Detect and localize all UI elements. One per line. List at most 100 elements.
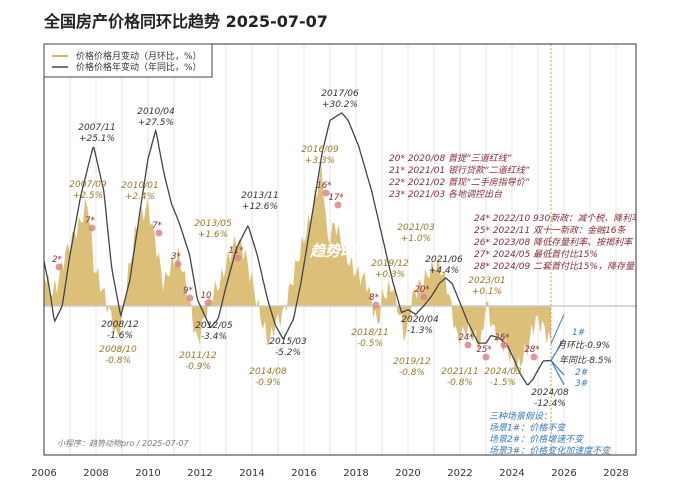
annotation: 2020/04-1.3% [401,315,439,336]
scenario-line-1 [550,338,565,361]
annotation: 2016/09+3.3% [301,145,339,166]
annotation-value: +2.4% [125,192,155,202]
annotation-value: -5.2% [275,348,301,358]
policy-notes: 20* 2020/08 首提“三道红线”21* 2021/01 银行贷款“二道红… [389,153,642,272]
x-tick-label: 2012 [187,468,212,479]
annotation-date: 2021/03 [397,223,435,233]
policy-marker-dot [204,299,212,307]
x-axis-ticks: 2006 2008 2010 2012 2014 2016 2018 2020 2022 2024… [31,468,628,479]
annotation-value: +27.5% [138,118,174,128]
annotation-value: -0.8% [399,368,425,378]
policy-marker-dot [482,353,490,361]
annotation: 2024/08-12.4% [531,388,569,409]
annotation: 2021/06+4.4% [425,255,463,276]
policy-marker-label: 7* [152,221,162,231]
policy-note: 24* 2022/10 930新政：减个税、降利率 [474,213,642,224]
policy-marker-label: 9* [183,286,193,296]
annotation-value: -0.8% [447,378,473,388]
annotation: 2015/03-5.2% [269,337,307,358]
annotation-date: 2007/09 [69,180,107,190]
annotation: 2011/12-0.9% [179,351,217,372]
x-tick-label: 2008 [83,468,108,479]
policy-marker-label: 17* [328,193,343,203]
annotation: 2023/01+0.1% [468,276,505,297]
policy-marker-dot [186,294,194,302]
annotation-date: 2012/05 [195,321,233,331]
annotation-date: 2010/01 [121,181,158,191]
annotation: 2019/12-0.8% [393,357,431,378]
annotation: 2010/01+2.4% [121,181,158,202]
annotation-date: 2020/04 [401,315,439,325]
policy-marker-label: 3* [171,252,181,262]
annotation-date: 2008/12 [101,320,139,330]
annotations: 2* 3* 7* 7* 9* 10 11* 16* 17* 8* 20* 24*25*26* 28* 20… [52,89,642,457]
annotation: 2019/12+0.3% [371,259,409,280]
policy-note: 21* 2021/01 银行贷款“二道红线” [389,165,530,176]
annotation-date: 2021/06 [425,255,463,265]
annotation-date: 2013/11 [241,191,278,201]
legend-label-yoy: 价格价格年变动（年同比，%） [76,61,202,73]
scenario-note: 场景2#：价格增速不变 [489,434,585,445]
annotation-date: 2019/12 [371,259,409,269]
policy-marker-label: 26* [494,333,509,343]
policy-marker-dot [322,189,330,197]
scenario-mom-line [550,314,565,345]
policy-marker-dot [234,254,242,262]
annotation-value: -0.9% [185,362,211,372]
policy-marker-label: 28* [524,345,539,355]
policy-marker-dot [155,229,163,237]
annotation-value: -1.5% [490,378,516,388]
annotation-value: +4.4% [429,266,459,276]
annotation-date: 2021/11 [441,367,478,377]
policy-marker-dot [174,260,182,268]
latest-mom-label: 月环比-0.9% [557,340,610,351]
annotation: 2008/12-1.6% [101,320,139,341]
annotation-date: 2018/11 [351,328,388,338]
policy-marker-label: 25* [476,345,491,355]
annotation: 2024/03-1.5% [484,367,522,388]
annotation-value: -0.9% [255,378,281,388]
policy-note: 22* 2021/02 首现“二手房指导价” [389,177,530,188]
annotation-date: 2024/03 [484,367,522,377]
annotation-date: 2010/04 [137,107,175,117]
policy-marker-label: 7* [85,216,95,226]
policy-marker-dot [420,293,428,301]
mom-area [44,163,551,374]
annotation-date: 2017/06 [321,89,359,99]
policy-marker-label: 24* [458,333,473,343]
footer-source: 小程序：趋势动物pro / 2025-07-07 [57,439,189,448]
policy-marker-dot [464,341,472,349]
annotation-date: 2024/08 [531,388,569,398]
watermark: 趋势动物 [309,242,373,260]
policy-marker-dot [530,353,538,361]
x-tick-label: 2026 [551,468,576,479]
annotation: 2010/04+27.5% [137,107,175,128]
annotation-value: +12.6% [242,202,278,212]
policy-marker-label: 8* [369,293,379,303]
annotation-date: 2019/12 [393,357,431,367]
annotation: 2014/08-0.9% [249,367,287,388]
scenario-label: 3# [575,379,588,389]
policy-marker-dot [372,301,380,309]
policy-note: 28* 2024/09 二套首付比15%，降存量 [474,261,635,272]
annotation-value: -12.4% [534,399,566,409]
policy-note: 20* 2020/08 首提“三道红线” [389,153,512,164]
x-tick-label: 2018 [343,468,368,479]
plot-frame [43,43,637,456]
policy-marker-label: 10 [201,291,212,301]
annotation-date: 2014/08 [249,367,287,377]
annotation-value: -1.3% [407,326,433,336]
x-tick-label: 2022 [447,468,472,479]
annotation-date: 2011/12 [179,351,217,361]
annotation-date: 2013/05 [194,219,232,229]
annotation-value: +2.5% [73,191,103,201]
annotation-value: +30.2% [322,100,358,110]
scenario-note: 场景1#：价格不变 [489,423,567,434]
policy-marker-label: 2* [52,255,62,265]
x-tick-label: 2016 [291,468,316,479]
legend: 价格价格月变动（月环比，%） 价格价格年变动（年同比，%） [43,43,213,78]
annotation-value: -3.4% [201,332,227,342]
annotation-value: +1.0% [401,234,431,244]
annotation-date: 2015/03 [269,337,307,347]
x-tick-label: 2024 [499,468,524,479]
